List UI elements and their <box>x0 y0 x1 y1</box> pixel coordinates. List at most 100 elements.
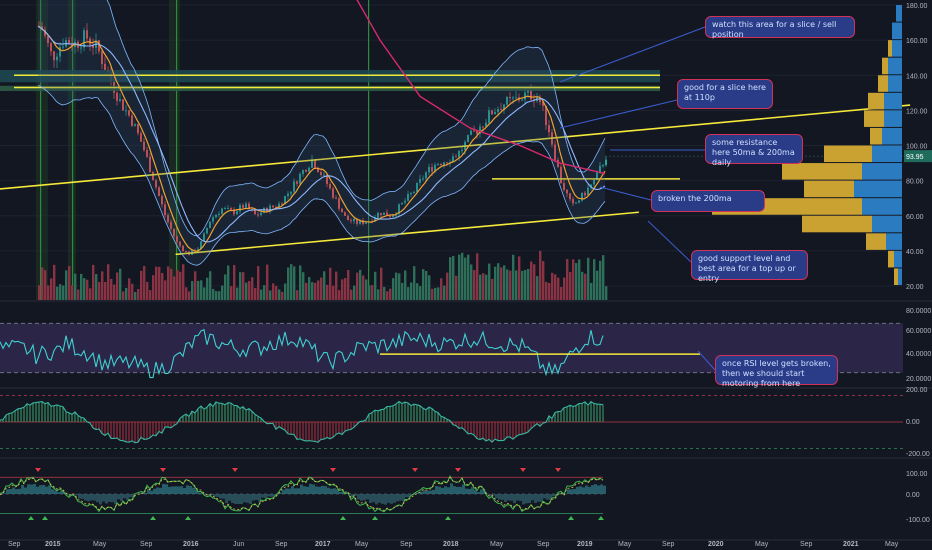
volume-profile-up <box>854 180 902 198</box>
volume-profile-down <box>870 127 882 145</box>
candle-body <box>530 89 532 100</box>
macd-panel: 200.00 0.00 -200.00 <box>0 387 930 458</box>
osc-area-bar <box>492 494 495 496</box>
volume-bar <box>374 271 377 300</box>
volume-bar <box>215 291 218 300</box>
annotation-slice-110p[interactable]: good for a slice here at 110p <box>677 79 773 109</box>
annotation-connector <box>697 350 716 371</box>
price-tick-label: 180.00 <box>906 3 928 10</box>
volume-bar <box>413 266 416 300</box>
osc-sell-marker <box>555 468 561 472</box>
candle-body <box>359 220 361 224</box>
volume-bar <box>359 269 362 300</box>
ma-slow-line <box>356 0 606 175</box>
price-tick-label: 20.00 <box>906 284 924 291</box>
osc-area-bar <box>573 488 576 494</box>
volume-bar <box>44 270 47 300</box>
volume-bar <box>356 272 359 300</box>
annotation-connector <box>647 220 692 263</box>
candle-body <box>206 228 208 234</box>
osc-sell-marker <box>35 468 41 472</box>
candle-body <box>332 188 334 198</box>
osc-area-bar <box>459 486 462 494</box>
volume-bar <box>290 264 293 300</box>
osc-area-bar <box>444 486 447 494</box>
bollinger-upper <box>106 0 606 237</box>
osc-area-bar <box>312 484 315 494</box>
osc-area-bar <box>138 493 141 494</box>
candle-body <box>179 241 181 246</box>
osc-area-bar <box>396 494 399 502</box>
volume-bar <box>404 270 407 300</box>
candle-body <box>317 167 319 173</box>
osc-area-bar <box>489 494 492 497</box>
osc-area-bar <box>522 494 525 505</box>
volume-profile-up <box>862 198 902 215</box>
candle-body <box>203 233 205 242</box>
candle-body <box>578 200 580 203</box>
volume-bar <box>170 268 173 300</box>
osc-area-bar <box>6 489 9 494</box>
time-tick-label: Sep <box>537 541 550 548</box>
osc-area-bar <box>114 494 117 504</box>
annotation-rsi-break[interactable]: once RSI level gets broken, then we shou… <box>715 355 838 388</box>
osc-tick-label: -100.00 <box>906 517 930 524</box>
osc-area-bar <box>81 494 84 499</box>
highlight-marker-line <box>176 0 178 300</box>
osc-tick-label: 0.00 <box>906 492 920 499</box>
osc-area-bar <box>603 485 606 494</box>
osc-area-bar <box>438 486 441 494</box>
osc-buy-marker <box>598 516 604 520</box>
volume-bar <box>500 267 503 300</box>
candle-body <box>563 183 565 190</box>
osc-area-bar <box>195 489 198 494</box>
ma-fast-line <box>37 25 606 252</box>
volume-bar <box>401 282 404 300</box>
osc-tick-label: 100.00 <box>906 471 928 478</box>
volume-profile-down <box>888 40 892 57</box>
annotation-slice-sell[interactable]: watch this area for a slice / sell posit… <box>705 16 855 39</box>
volume-bar <box>119 268 122 300</box>
osc-area-bar <box>66 494 69 495</box>
volume-profile-down <box>864 110 884 127</box>
osc-area-bar <box>402 494 405 502</box>
volume-bar <box>446 272 449 300</box>
osc-area-bar <box>258 494 261 502</box>
volume-bar <box>314 282 317 300</box>
candle-body <box>305 170 307 172</box>
volume-bar <box>146 281 149 300</box>
annotation-broken-200ma[interactable]: broken the 200ma <box>651 190 765 212</box>
volume-bar <box>563 277 566 300</box>
volume-bar <box>506 269 509 300</box>
osc-area-bar <box>243 494 246 503</box>
time-tick-label: Sep <box>662 541 675 548</box>
osc-area-bar <box>426 490 429 494</box>
osc-area-bar <box>45 486 48 494</box>
osc-area-bar <box>132 494 135 498</box>
osc-area-bar <box>288 488 291 494</box>
candle-body <box>527 89 529 93</box>
volume-bar <box>308 277 311 300</box>
rsi-tick-label: 80.0000 <box>906 308 931 315</box>
osc-area-bar <box>105 494 108 504</box>
candle-body <box>311 159 313 168</box>
osc-area-bar <box>540 494 543 502</box>
resistance-zone-lower <box>0 85 660 92</box>
annotation-resistance[interactable]: some resistance here 50ma & 200ma daily <box>705 134 803 167</box>
candle-body <box>347 215 349 221</box>
volume-bar <box>173 276 176 300</box>
price-tick-label: 160.00 <box>906 38 928 45</box>
osc-area-bar <box>393 494 396 503</box>
volume-bar <box>302 272 305 300</box>
volume-bar <box>542 261 545 300</box>
osc-buy-marker <box>340 516 346 520</box>
annotation-arrows <box>559 26 716 371</box>
axis-labels: 180.00 160.00 140.00 120.00 100.00 80.00 60.00… <box>8 3 928 548</box>
volume-profile-up <box>884 110 902 127</box>
candle-body <box>224 208 226 210</box>
candle-body <box>152 172 154 181</box>
volume-bar <box>56 286 59 300</box>
candle-body <box>431 167 433 172</box>
volume-bar <box>452 255 455 300</box>
annotation-support-level[interactable]: good support level and best area for a t… <box>691 250 808 283</box>
